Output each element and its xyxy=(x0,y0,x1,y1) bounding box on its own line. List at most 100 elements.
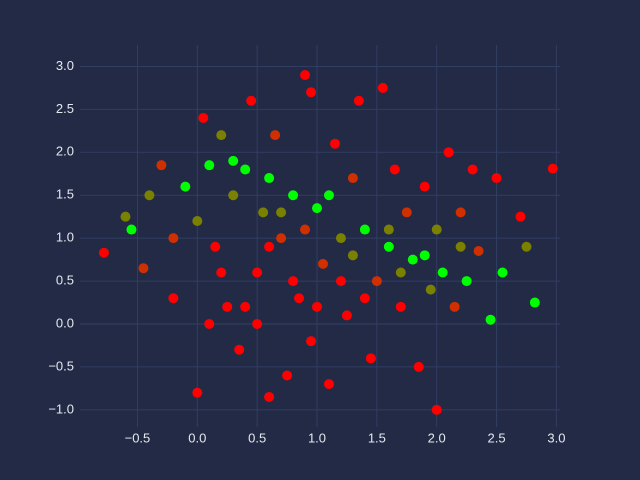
point xyxy=(294,293,305,304)
point xyxy=(288,276,299,287)
y-tick-label: 3.0 xyxy=(56,58,74,73)
point xyxy=(180,181,191,192)
point xyxy=(264,241,275,252)
point xyxy=(455,241,466,252)
y-tick-label: −0.5 xyxy=(48,358,74,373)
points xyxy=(98,70,558,415)
x-tick-label: 0.0 xyxy=(188,430,206,445)
point xyxy=(126,224,137,235)
point xyxy=(258,207,269,218)
point xyxy=(401,207,412,218)
point xyxy=(306,87,317,98)
point xyxy=(204,318,215,329)
point xyxy=(264,173,275,184)
point xyxy=(252,318,263,329)
point xyxy=(240,164,251,175)
point xyxy=(485,314,496,325)
point xyxy=(246,95,257,106)
point xyxy=(437,267,448,278)
y-tick-label: 1.0 xyxy=(56,230,74,245)
point xyxy=(335,233,346,244)
point xyxy=(383,224,394,235)
point xyxy=(210,241,221,252)
point xyxy=(467,164,478,175)
point xyxy=(198,112,209,123)
y-tick-label: 2.5 xyxy=(56,101,74,116)
point xyxy=(323,379,334,390)
point xyxy=(497,267,508,278)
point xyxy=(282,370,293,381)
point xyxy=(521,241,532,252)
point xyxy=(288,190,299,201)
point xyxy=(312,301,323,312)
point xyxy=(300,224,311,235)
point xyxy=(138,263,149,274)
point xyxy=(168,233,179,244)
point xyxy=(353,95,364,106)
point xyxy=(419,181,430,192)
point xyxy=(359,293,370,304)
y-tick-label: 1.5 xyxy=(56,187,74,202)
point xyxy=(216,267,227,278)
y-tick-label: 2.0 xyxy=(56,144,74,159)
point xyxy=(252,267,263,278)
x-tick-label: 2.5 xyxy=(488,430,506,445)
point xyxy=(222,301,233,312)
x-tick-label: 1.5 xyxy=(368,430,386,445)
point xyxy=(473,246,484,257)
point xyxy=(455,207,466,218)
point xyxy=(312,203,323,214)
point xyxy=(120,211,131,222)
point xyxy=(192,215,203,226)
point xyxy=(216,130,227,141)
point xyxy=(300,70,311,81)
point xyxy=(425,284,436,295)
point xyxy=(329,138,340,149)
point xyxy=(359,224,370,235)
point xyxy=(276,207,287,218)
point xyxy=(347,173,358,184)
x-tick-label: −0.5 xyxy=(125,430,151,445)
point xyxy=(491,173,502,184)
point xyxy=(168,293,179,304)
point xyxy=(529,297,540,308)
point xyxy=(419,250,430,261)
point xyxy=(365,353,376,364)
point xyxy=(395,301,406,312)
point xyxy=(144,190,155,201)
point xyxy=(395,267,406,278)
point xyxy=(204,160,215,171)
x-tick-label: 1.0 xyxy=(308,430,326,445)
point xyxy=(335,276,346,287)
point xyxy=(192,387,203,398)
point xyxy=(431,404,442,415)
point xyxy=(264,391,275,402)
point xyxy=(461,276,472,287)
point xyxy=(276,233,287,244)
point xyxy=(443,147,454,158)
point xyxy=(306,336,317,347)
point xyxy=(270,130,281,141)
point xyxy=(431,224,442,235)
point xyxy=(371,276,382,287)
y-tick-label: 0.0 xyxy=(56,315,74,330)
point xyxy=(413,361,424,372)
x-tick-label: 3.0 xyxy=(547,430,565,445)
point xyxy=(347,250,358,261)
point xyxy=(515,211,526,222)
point xyxy=(547,163,558,174)
point xyxy=(317,258,328,269)
point xyxy=(228,190,239,201)
point xyxy=(98,247,109,258)
point xyxy=(156,160,167,171)
point xyxy=(240,301,251,312)
x-tick-label: 2.0 xyxy=(428,430,446,445)
y-tick-label: −1.0 xyxy=(48,401,74,416)
point xyxy=(383,241,394,252)
point xyxy=(449,301,460,312)
y-tick-label: 0.5 xyxy=(56,273,74,288)
point xyxy=(234,344,245,355)
point xyxy=(407,254,418,265)
point xyxy=(323,190,334,201)
